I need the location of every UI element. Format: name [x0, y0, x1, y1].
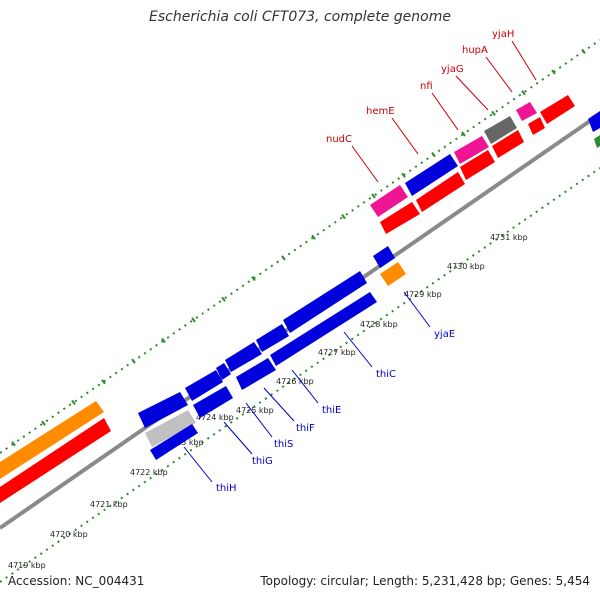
tick-label: 4730 kbp — [447, 262, 485, 271]
feature-magenta-1 — [370, 185, 408, 217]
tick-mark — [461, 131, 466, 137]
map-title: Escherichia coli CFT073, complete genome — [149, 9, 451, 25]
feature-red-4 — [492, 130, 524, 158]
tick-mark — [41, 420, 46, 426]
tick-mark — [551, 69, 556, 75]
tick-mark — [191, 317, 196, 323]
tick-label: 4726 kbp — [276, 377, 314, 386]
gene-label-yjaH: yjaH — [492, 29, 514, 40]
gene-leader-line — [403, 291, 431, 328]
gene-label-thiH: thiH — [216, 483, 237, 494]
gene-leader-line — [351, 145, 379, 183]
feature-red-6 — [540, 95, 575, 124]
gene-label-nfi: nfi — [420, 81, 433, 92]
gene-leader-line — [511, 40, 537, 81]
gene-leader-line — [183, 446, 213, 483]
feature-blue-9 — [270, 292, 377, 366]
tick-mark — [311, 234, 316, 240]
tick-marks — [11, 48, 586, 447]
tick-mark — [131, 358, 136, 364]
gene-label-thiF: thiF — [296, 423, 315, 434]
genome-summary-text: Topology: circular; Length: 5,231,428 bp… — [260, 574, 590, 588]
tick-label: 4727 kbp — [318, 348, 356, 357]
feature-blue-10 — [150, 424, 198, 460]
feature-red-5 — [528, 117, 545, 135]
feature-blue-5 — [225, 342, 262, 372]
outer-tick-track — [0, 39, 600, 454]
gene-label-thiE: thiE — [322, 405, 341, 416]
tick-mark — [401, 172, 406, 178]
tick-mark — [281, 255, 286, 261]
tick-label: 4721 kbp — [90, 500, 128, 509]
feature-blue-11 — [373, 246, 395, 268]
tick-mark — [581, 48, 586, 54]
accession-text: Accession: NC_004431 — [8, 574, 145, 588]
tick-labels: 4719 kbp 4720 kbp 4721 kbp 4722 kbp 4723 kbp… — [8, 233, 528, 570]
feature-green-edge — [594, 135, 600, 148]
feature-magenta-2 — [454, 136, 489, 164]
tick-mark — [521, 90, 526, 96]
gene-leader-line — [431, 92, 459, 131]
feature-gray-2 — [484, 116, 517, 144]
feature-magenta-3 — [516, 102, 537, 121]
gene-leader-line — [391, 117, 419, 155]
gene-label-yjaG: yjaG — [441, 64, 464, 75]
feature-red-3 — [460, 150, 495, 180]
tick-mark — [371, 193, 376, 199]
feature-orange-right — [380, 262, 406, 286]
gene-label-hupA: hupA — [462, 45, 488, 56]
tick-mark — [251, 275, 256, 282]
tick-label: 4725 kbp — [236, 406, 274, 415]
gene-leader-line — [455, 75, 489, 111]
feature-orange-left — [0, 401, 104, 479]
feature-red-left — [0, 418, 111, 503]
gene-label-hemE: hemE — [366, 106, 395, 117]
tick-label: 4731 kbp — [490, 233, 528, 242]
feature-blue-6 — [236, 358, 276, 390]
tick-mark — [491, 110, 496, 116]
feature-blue-4 — [216, 363, 231, 380]
feature-blue-8 — [283, 271, 367, 333]
gene-label-nudC: nudC — [326, 134, 352, 145]
feature-gray-1 — [145, 410, 196, 447]
tick-label: 4722 kbp — [130, 468, 168, 477]
tick-label: 4728 kbp — [360, 320, 398, 329]
feature-blue-2 — [185, 370, 223, 401]
feature-blue-3 — [193, 386, 233, 418]
tick-label: 4729 kbp — [404, 290, 442, 299]
inner-tick-track — [0, 167, 600, 583]
gene-leader-line — [263, 387, 295, 422]
feature-blue-1 — [138, 392, 188, 428]
tick-label: 4720 kbp — [50, 530, 88, 539]
feature-blue-7 — [256, 324, 289, 352]
tick-mark — [71, 399, 76, 406]
gene-leader-line — [485, 56, 513, 93]
tick-mark — [11, 441, 16, 447]
gene-leader-line — [245, 402, 273, 438]
tick-mark — [161, 337, 166, 344]
feature-red-1 — [380, 202, 420, 234]
tick-label: 4724 kbp — [196, 413, 234, 422]
gene-label-thiS: thiS — [274, 439, 293, 450]
tick-mark — [221, 296, 226, 302]
gene-label-thiG: thiG — [252, 456, 273, 467]
tick-label: 4719 kbp — [8, 561, 46, 570]
gene-leader-line — [223, 421, 253, 455]
tick-mark — [341, 213, 346, 220]
gene-label-yjaE: yjaE — [434, 329, 455, 340]
tick-mark — [431, 152, 436, 158]
gene-leader-line — [343, 331, 373, 368]
tick-label: 4723 kbp — [166, 438, 204, 447]
feature-blue-edge — [588, 111, 600, 132]
gene-leader-line — [291, 369, 319, 404]
tick-mark — [101, 379, 106, 385]
gene-label-thiC: thiC — [376, 369, 396, 380]
feature-blue-outer — [405, 154, 458, 196]
feature-red-2 — [416, 172, 465, 212]
